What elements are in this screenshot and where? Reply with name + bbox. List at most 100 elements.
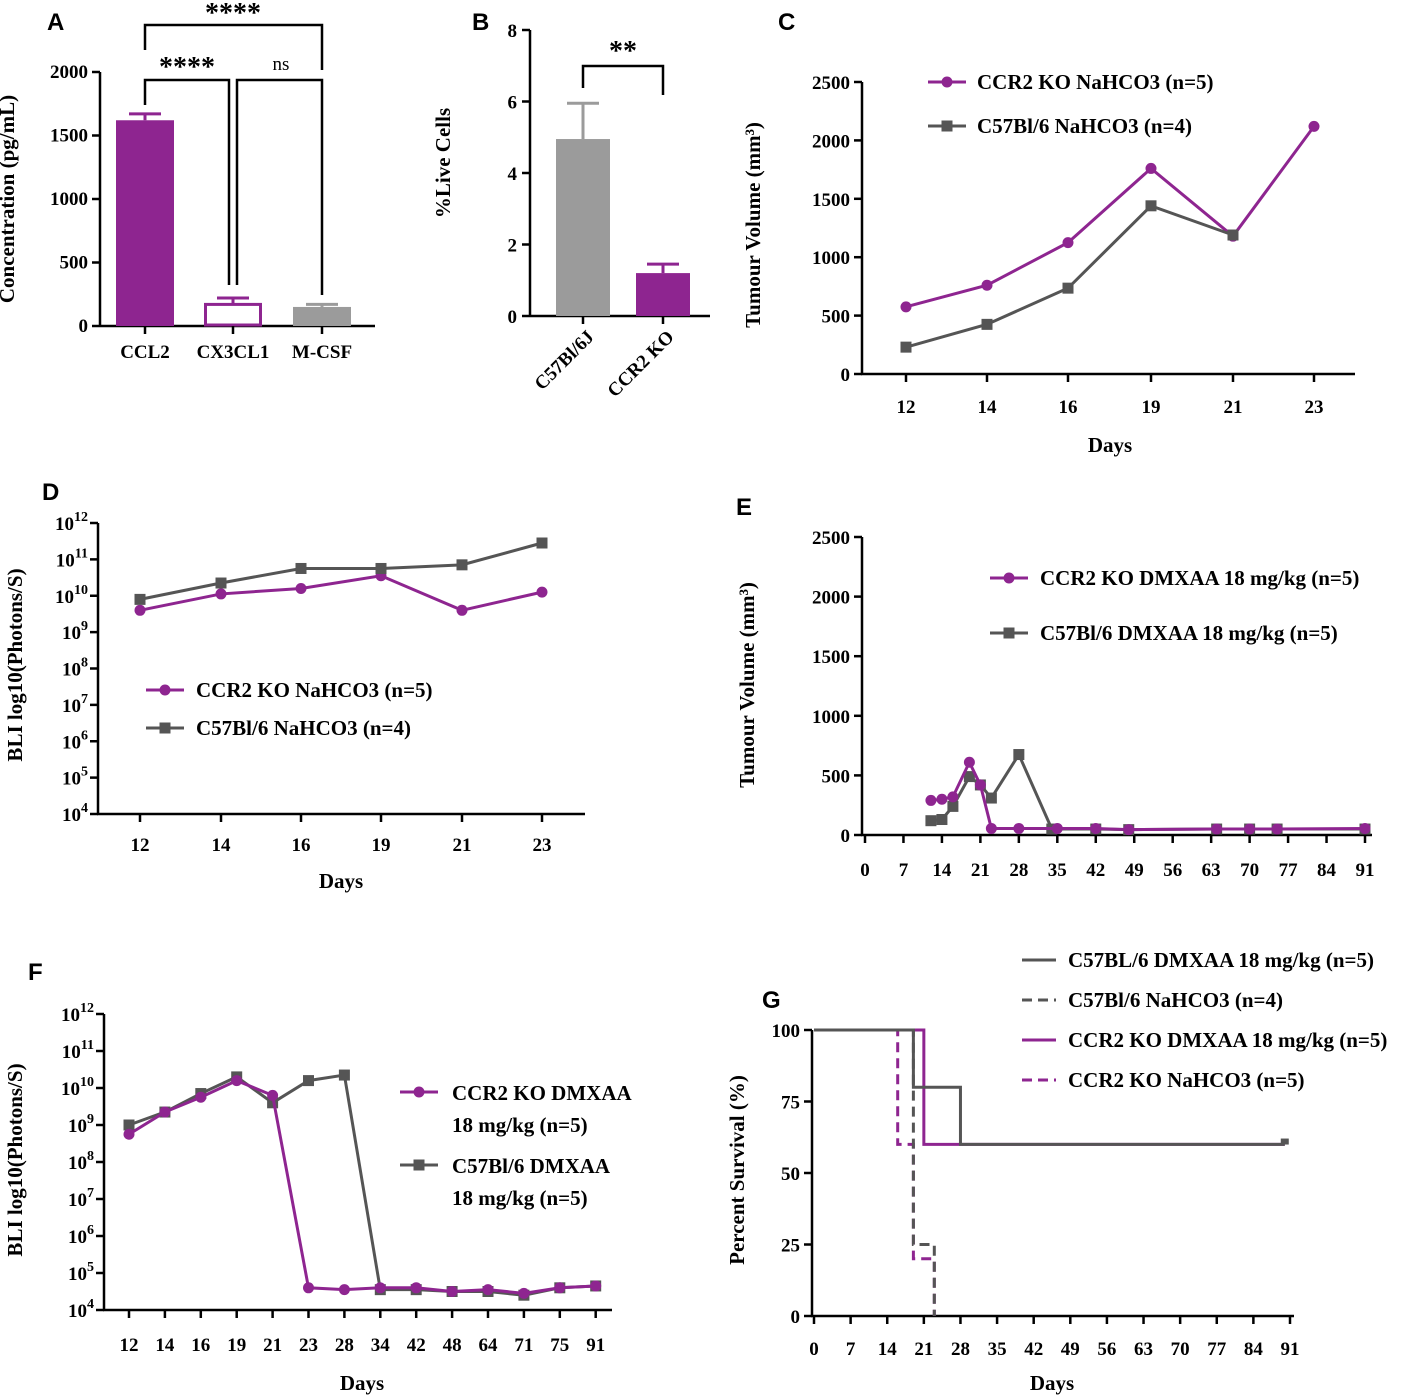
- y-tick-label: 0: [841, 365, 851, 386]
- sig-label: ns: [273, 54, 290, 75]
- y-axis-label: Tumour Volume (mm³): [741, 122, 765, 328]
- data-point: [1090, 822, 1102, 834]
- data-point: [134, 604, 146, 616]
- x-tick-label: CCL2: [120, 342, 170, 363]
- legend-label: C57Bl/6 NaHCO3 (n=4): [977, 114, 1192, 138]
- legend-marker: [413, 1159, 425, 1171]
- data-point: [1062, 282, 1074, 294]
- x-tick-label: 34: [371, 1335, 391, 1356]
- data-point: [1244, 823, 1256, 835]
- y-tick-label: 106: [62, 728, 88, 753]
- legend-label: C57Bl/6 NaHCO3 (n=4): [196, 716, 411, 740]
- x-tick-label: 7: [899, 860, 909, 881]
- y-tick-label: 1012: [55, 510, 88, 535]
- panel-label-E: E: [736, 494, 752, 521]
- data-point: [446, 1286, 458, 1297]
- censor-mark: [1280, 1138, 1289, 1145]
- data-point: [1123, 824, 1135, 836]
- y-tick-label: 2000: [812, 131, 850, 152]
- y-tick-label: 500: [60, 253, 89, 274]
- x-tick-label: 12: [897, 397, 916, 418]
- data-point: [195, 1091, 207, 1103]
- series-line: [139, 574, 543, 612]
- data-point: [963, 771, 975, 783]
- data-point: [518, 1287, 530, 1299]
- y-tick-label: 4: [508, 164, 518, 185]
- panel-label-G: G: [762, 987, 781, 1014]
- data-point: [456, 559, 468, 571]
- data-point: [554, 1282, 566, 1294]
- sig-bracket: [143, 23, 324, 70]
- sig-label: ****: [159, 52, 215, 83]
- x-tick-label: 84: [1317, 860, 1337, 881]
- bar-CX3CL1: [204, 302, 262, 327]
- y-tick-label: 0: [791, 1307, 801, 1328]
- data-point: [410, 1282, 422, 1294]
- x-tick-label: 21: [453, 835, 472, 856]
- y-tick-label: 1500: [812, 647, 850, 668]
- x-tick-label: 49: [1061, 1339, 1080, 1360]
- legend-label: 18 mg/kg (n=5): [452, 1186, 588, 1210]
- x-tick-label: 21: [971, 860, 990, 881]
- x-tick-label: 28: [335, 1335, 354, 1356]
- y-axis-label: BLI log10(Photons/S): [3, 1063, 27, 1256]
- x-tick-label: 19: [1142, 397, 1161, 418]
- data-point: [482, 1284, 494, 1296]
- y-tick-label: 500: [822, 307, 851, 328]
- panel-f: 104 105 106 107 108 109 1010 1011 1012 12 14 16 19 21…: [3, 1001, 632, 1395]
- x-tick-label: 28: [951, 1339, 970, 1360]
- data-point: [936, 814, 948, 826]
- bar-C57Bl/6J: [556, 139, 610, 316]
- data-point: [900, 341, 912, 353]
- x-axis-label: Days: [1030, 1371, 1074, 1395]
- x-tick-label: 16: [1059, 397, 1078, 418]
- data-point: [1145, 162, 1157, 174]
- x-tick-label: 35: [988, 1339, 1007, 1360]
- x-tick-label: 56: [1097, 1339, 1116, 1360]
- panel-label-A: A: [47, 9, 64, 36]
- data-point: [947, 791, 959, 803]
- y-tick-label: 1500: [812, 190, 850, 211]
- y-tick-label: 1000: [812, 248, 850, 269]
- legend-marker: [941, 76, 953, 88]
- y-axis-label: Percent Survival (%): [725, 1075, 749, 1265]
- y-tick-label: 2: [508, 236, 518, 257]
- survival-curve: [814, 1028, 936, 1316]
- y-tick-label: 50: [781, 1164, 800, 1185]
- y-tick-label: 1011: [62, 1038, 94, 1063]
- legend-label: CCR2 KO NaHCO3 (n=5): [196, 678, 433, 702]
- x-axis-label: Days: [340, 1371, 384, 1395]
- panel-b: 0 2 4 6 8 %Live Cells C57Bl/6J CCR2 KO **: [431, 21, 710, 402]
- x-tick-label: 14: [878, 1339, 898, 1360]
- x-tick-label: 42: [1086, 860, 1105, 881]
- x-tick-label: 84: [1244, 1339, 1264, 1360]
- data-point: [1013, 822, 1025, 834]
- data-point: [123, 1119, 135, 1131]
- panel-d: 104 105 106 107 108 109 1010 1011 1012 12 14 16 19 21…: [3, 510, 585, 893]
- data-point: [900, 301, 912, 313]
- y-tick-label: 107: [62, 692, 88, 717]
- sig-label: **: [609, 36, 637, 67]
- data-point: [936, 793, 948, 805]
- data-point: [231, 1075, 243, 1087]
- data-point: [1145, 200, 1157, 212]
- y-tick-label: 25: [781, 1236, 800, 1257]
- y-tick-label: 1000: [812, 707, 850, 728]
- x-tick-label: 48: [443, 1335, 462, 1356]
- bar-CCR2 KO: [636, 273, 690, 316]
- panel-g: 0 25 50 75 100 0 7 14 21 28 35 42 49 56 63 70 77 84 91 Days…: [725, 948, 1387, 1395]
- x-tick-label: 91: [1356, 860, 1375, 881]
- x-tick-label: 77: [1207, 1339, 1227, 1360]
- data-point: [985, 792, 997, 804]
- y-tick-label: 6: [508, 93, 518, 114]
- data-point: [375, 562, 387, 574]
- series-line: [905, 125, 1316, 309]
- series-line: [128, 1078, 596, 1295]
- y-axis-label: %Live Cells: [431, 108, 455, 218]
- x-tick-label: 0: [860, 860, 870, 881]
- x-tick-label: 35: [1048, 860, 1067, 881]
- data-point: [590, 1280, 602, 1292]
- y-tick-label: 1000: [50, 189, 88, 210]
- bar-M-CSF: [293, 306, 351, 326]
- survival-curve: [814, 1028, 936, 1316]
